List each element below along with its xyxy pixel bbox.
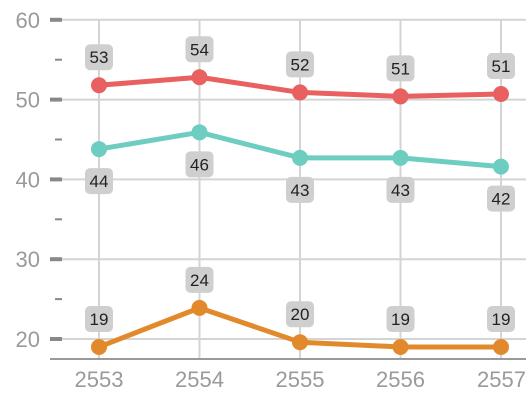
data-label-box [286,301,314,328]
data-label-box [386,176,415,203]
data-label: 44 [85,168,113,195]
data-label-text: 51 [391,59,410,78]
data-label-text: 52 [291,55,310,74]
data-label-box [286,176,314,203]
data-label-box [487,305,515,332]
data-label-box [386,55,415,82]
data-point [392,338,409,355]
data-label-box [386,305,415,332]
data-label: 52 [286,51,314,78]
data-point [493,86,509,103]
data-label-box [487,185,515,212]
y-tick-label: 40 [16,167,40,192]
data-label-text: 19 [391,310,410,329]
data-point [191,69,208,86]
data-label-box [286,51,314,78]
data-label: 43 [286,176,314,203]
data-label-text: 19 [90,310,109,329]
data-label-box [85,44,113,71]
data-label: 46 [185,151,214,178]
data-label: 42 [487,185,515,212]
x-axis-ticks: 2553 2554 2555 2556 2557 [75,367,526,392]
data-label-box [487,53,515,80]
data-labels-layer: 53 54 52 51 51 44 46 43 43 42 19 24 20 19 19 [85,36,515,332]
data-label-text: 54 [190,40,209,59]
data-label-text: 42 [492,190,511,209]
y-tick-label: 30 [16,247,40,272]
y-axis-ticks: 20 30 40 50 60 [16,8,62,352]
data-label: 43 [386,176,415,203]
data-label-text: 43 [291,181,310,200]
data-label-box [85,305,113,332]
data-label-box [185,36,214,63]
data-label: 19 [386,305,415,332]
data-label: 53 [85,44,113,71]
data-label: 19 [487,305,515,332]
data-point [292,84,308,101]
series-layer [91,69,509,355]
data-point [292,149,308,166]
data-label: 51 [487,53,515,80]
data-point [493,338,509,355]
data-label: 19 [85,305,113,332]
data-point [493,158,509,175]
data-label-text: 19 [492,310,511,329]
data-label-text: 44 [90,172,109,191]
data-point [91,77,107,94]
data-label-text: 20 [291,305,310,324]
data-point [191,299,208,316]
y-tick-label: 20 [16,327,40,352]
x-tick-label: 2555 [276,367,325,392]
x-tick-label: 2557 [477,367,526,392]
data-label: 24 [185,266,214,293]
data-label-box [185,266,214,293]
data-label: 54 [185,36,214,63]
x-tick-label: 2556 [376,367,425,392]
data-label-text: 24 [190,271,209,290]
data-point [191,124,208,141]
data-label-box [185,151,214,178]
data-label-text: 46 [190,155,209,174]
data-point [292,334,308,351]
y-tick-label: 60 [16,8,40,33]
data-label-text: 43 [391,181,410,200]
data-label: 20 [286,301,314,328]
data-point [91,141,107,158]
data-point [392,88,409,105]
x-tick-label: 2554 [175,367,224,392]
data-label-text: 51 [492,57,511,76]
data-point [91,338,107,355]
data-label-text: 53 [90,48,109,67]
data-label-box [85,168,113,195]
data-point [392,149,409,166]
x-tick-label: 2553 [75,367,124,392]
y-tick-label: 50 [16,88,40,113]
data-label: 51 [386,55,415,82]
